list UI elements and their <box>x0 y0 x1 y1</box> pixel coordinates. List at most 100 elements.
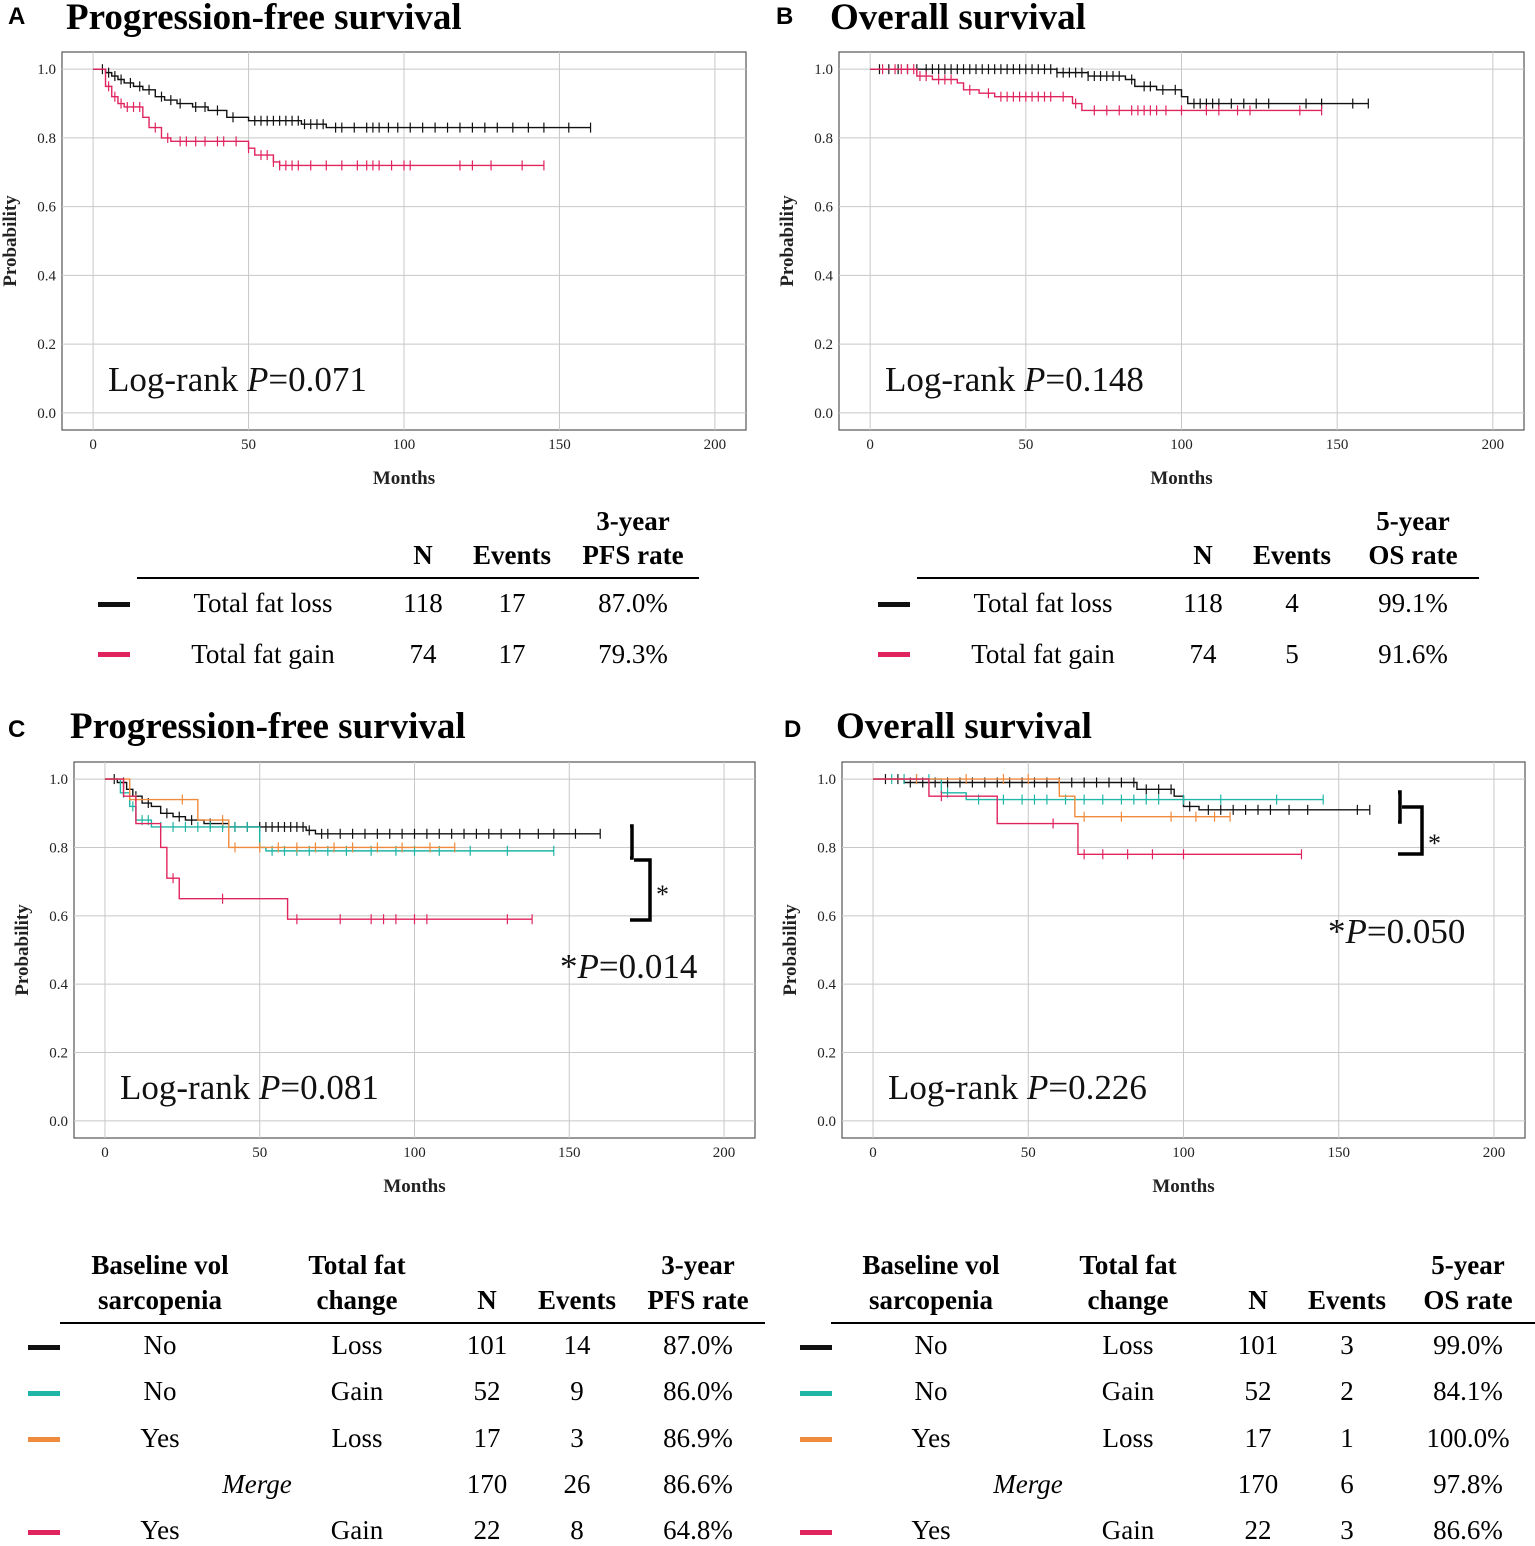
x-tick-label: 100 <box>1170 437 1193 453</box>
table-a-row-gain-label: Total fat gain <box>191 639 335 669</box>
km-curve-red <box>873 778 1302 855</box>
x-tick-label: 50 <box>1021 1145 1036 1161</box>
table-c-row-merge-n: 170 <box>466 1469 508 1499</box>
table-b-header-rate-1: 5-year <box>1376 506 1450 536</box>
logrank-text: Log-rank P=0.148 <box>885 360 1144 399</box>
table-d-row-0-change: Loss <box>1102 1330 1154 1360</box>
y-tick-label: 0.6 <box>49 909 68 925</box>
table-d-row-2-sarc: Yes <box>911 1423 951 1453</box>
table-b-header-n: N <box>1193 540 1213 570</box>
y-axis-label: Probability <box>0 195 21 287</box>
x-axis-label: Months <box>1152 1176 1214 1197</box>
table-c-row-4-n: 22 <box>473 1515 501 1545</box>
table-a-row-loss-events: 17 <box>498 588 526 618</box>
y-tick-label: 1.0 <box>37 62 56 78</box>
y-axis-label: Probability <box>777 195 798 287</box>
km-curve-black <box>870 68 1369 105</box>
table-d-row-4-n: 22 <box>1244 1515 1272 1545</box>
table-b-row-loss-rate: 99.1% <box>1378 588 1448 618</box>
table-c-row-2-n: 17 <box>473 1423 501 1453</box>
table-a-header-rate-1: 3-year <box>596 506 670 536</box>
table-b-header-events: Events <box>1252 540 1332 570</box>
table-c-rule <box>60 1322 765 1324</box>
table-d-row-0-sarc: No <box>914 1330 948 1360</box>
y-tick-label: 0.4 <box>37 268 56 284</box>
table-d-rule <box>831 1322 1535 1324</box>
table-c-row-merge-rate: 86.6% <box>663 1469 733 1499</box>
x-tick-label: 150 <box>558 1145 581 1161</box>
y-axis-label: Probability <box>780 904 801 996</box>
table-a-row-gain-rate: 79.3% <box>598 639 668 669</box>
y-tick-label: 0.6 <box>37 200 56 216</box>
km-curve-orange <box>104 778 455 849</box>
x-tick-label: 100 <box>403 1145 426 1161</box>
table-d-header-change-2: change <box>1087 1285 1169 1315</box>
bracket-star: * <box>1428 829 1441 858</box>
table-c-header-rate-2: PFS rate <box>647 1285 749 1315</box>
y-tick-label: 0.0 <box>817 1114 836 1130</box>
km-curve-red <box>870 68 1322 112</box>
bracket-star: * <box>656 880 669 909</box>
panel-title-a: Progression-free survival <box>66 0 462 38</box>
table-c-row-2-rate: 86.9% <box>663 1423 733 1453</box>
table-b-row-gain-rate: 91.6% <box>1378 639 1448 669</box>
table-d-row-0-events: 3 <box>1340 1330 1354 1360</box>
table-c-swatch-1 <box>28 1391 60 1396</box>
table-d-row-0-rate: 99.0% <box>1433 1330 1503 1360</box>
y-tick-label: 0.2 <box>49 1046 68 1062</box>
logrank-text: Log-rank P=0.081 <box>120 1068 379 1107</box>
table-d-swatch-0 <box>800 1345 832 1350</box>
x-tick-label: 0 <box>89 437 97 453</box>
y-tick-label: 0.4 <box>817 977 836 993</box>
x-tick-label: 50 <box>241 437 256 453</box>
table-d-row-merge-label: Merge <box>993 1469 1063 1499</box>
table-c-row-0-sarc: No <box>143 1330 177 1360</box>
table-b-rule <box>917 577 1479 579</box>
table-d-row-1-sarc: No <box>914 1376 948 1406</box>
table-d-row-2-rate: 100.0% <box>1426 1423 1510 1453</box>
table-c-row-1-sarc: No <box>143 1376 177 1406</box>
panel-title-c: Progression-free survival <box>70 706 466 747</box>
table-d-header-change-1: Total fat <box>1079 1250 1177 1280</box>
table-b-row-gain-events: 5 <box>1285 639 1299 669</box>
table-d-row-4-change: Gain <box>1101 1515 1155 1545</box>
x-axis-label: Months <box>373 468 435 489</box>
table-d-row-2-change: Loss <box>1102 1423 1154 1453</box>
table-c-row-2-change: Loss <box>331 1423 383 1453</box>
km-curve-red <box>104 778 533 920</box>
table-b-swatch-loss <box>878 602 910 607</box>
table-a-swatch-gain <box>98 652 130 657</box>
table-c-row-0-n: 101 <box>466 1330 508 1360</box>
km-curve-black <box>93 68 591 129</box>
x-tick-label: 200 <box>704 437 727 453</box>
table-b-row-gain-n: 74 <box>1189 639 1217 669</box>
x-tick-label: 200 <box>713 1145 736 1161</box>
x-tick-label: 50 <box>1018 437 1033 453</box>
table-c-row-4-change: Gain <box>330 1515 384 1545</box>
x-tick-label: 50 <box>252 1145 267 1161</box>
x-tick-label: 150 <box>1326 437 1349 453</box>
y-tick-label: 0.4 <box>49 977 68 993</box>
y-tick-label: 1.0 <box>49 772 68 788</box>
y-tick-label: 0.2 <box>817 1046 836 1062</box>
table-c-row-0-change: Loss <box>331 1330 383 1360</box>
pair-bracket-outer <box>630 858 652 922</box>
y-tick-label: 0.8 <box>37 131 56 147</box>
x-tick-label: 0 <box>869 1145 877 1161</box>
table-d-header-n: N <box>1248 1285 1268 1315</box>
table-b-swatch-gain <box>878 652 910 657</box>
x-axis-label: Months <box>1150 468 1212 489</box>
x-tick-label: 150 <box>548 437 571 453</box>
logrank-text: Log-rank P=0.071 <box>108 360 367 399</box>
x-tick-label: 0 <box>866 437 874 453</box>
y-tick-label: 0.8 <box>817 840 836 856</box>
x-tick-label: 200 <box>1482 437 1505 453</box>
y-tick-label: 0.2 <box>37 337 56 353</box>
y-tick-label: 0.0 <box>814 406 833 422</box>
table-c-header-rate-1: 3-year <box>661 1250 735 1280</box>
pairwise-p-text: *P=0.050 <box>1328 912 1465 951</box>
table-d-row-4-rate: 86.6% <box>1433 1515 1503 1545</box>
x-tick-label: 150 <box>1327 1145 1350 1161</box>
table-d-row-1-n: 52 <box>1244 1376 1272 1406</box>
